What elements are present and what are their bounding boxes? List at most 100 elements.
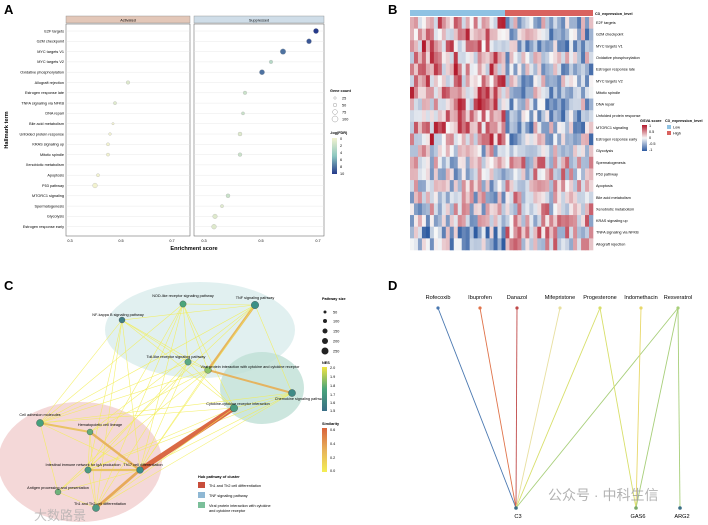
legend-gene-count-title: Gene count [330, 89, 352, 93]
heatmap-cell [517, 40, 522, 53]
legend-count-25: 25 [342, 97, 346, 101]
heatmap-cell [549, 203, 554, 216]
heatmap-cell [497, 86, 502, 99]
heatmap-cell [493, 75, 498, 88]
heatmap-cell [441, 86, 447, 99]
heatmap-cell [429, 133, 435, 146]
heatmap-cell [493, 215, 498, 227]
heatmap-cell [569, 238, 574, 251]
heatmap-cell [569, 156, 574, 169]
node-nf-kappa-b-signaling-pathway [118, 316, 126, 324]
facet-panel-suppressed [193, 23, 325, 237]
heatmap-cell [585, 133, 590, 146]
facet-strip-activated [65, 15, 191, 24]
heatmap-cell [557, 215, 562, 227]
heatmap-cell [481, 110, 486, 123]
heatmap-cell [533, 156, 538, 169]
heatmap-cell [497, 110, 502, 123]
legend-size-100: 100 [333, 320, 339, 324]
heatmap-cell [433, 238, 439, 251]
drug-target-edge-resveratrol-gas6 [635, 307, 679, 509]
heatmap-cell [533, 75, 538, 88]
heatmap-cell [537, 191, 542, 204]
heatmap-cell [573, 180, 578, 193]
heatmap-cell [521, 17, 526, 29]
drug-target-edge-rofecoxib-c3 [437, 307, 517, 509]
heatmap-cell [517, 121, 522, 134]
heatmap-cell [457, 238, 463, 251]
heatmap-cell [537, 226, 542, 239]
heatmap-cell [485, 180, 490, 193]
heatmap-cell [497, 215, 502, 227]
heatmap-cell [549, 110, 554, 123]
heatmap-cell [577, 51, 582, 64]
heatmap-cell [545, 75, 550, 88]
heatmap-cell [437, 98, 443, 111]
heatmap-cell [545, 17, 550, 29]
heatmap-cell [425, 121, 431, 134]
heatmap-cell [437, 75, 443, 88]
heatmap-cell [449, 98, 455, 111]
heatmap-cell [573, 110, 578, 123]
heatmap-cell [557, 203, 562, 216]
heatmap-cell [533, 121, 538, 134]
heatmap-cell [581, 86, 586, 99]
heatmap-cell [521, 86, 526, 99]
heatmap-cell [433, 51, 439, 64]
legend-size-dot-150 [322, 328, 328, 334]
heatmap-cell [589, 180, 594, 193]
heatmap-cell [525, 121, 530, 134]
heatmap-cell [449, 156, 455, 169]
heatmap-cell [469, 17, 474, 29]
legend-fdr-6: 6 [340, 158, 342, 162]
heatmap-cell [469, 191, 474, 204]
heatmap-cell [501, 51, 506, 64]
heatmap-cell [525, 86, 530, 99]
heatmap-cell [573, 156, 578, 169]
node-th17-cell-differentiation [136, 466, 144, 474]
heatmap-cell [529, 40, 534, 53]
heatmap-cell [529, 98, 534, 111]
heatmap-cell [441, 51, 447, 64]
heatmap-cell [485, 17, 490, 29]
heatmap-cell [465, 17, 470, 29]
heatmap-cell [589, 133, 594, 146]
heatmap-cell [553, 168, 558, 181]
heatmap-cell [581, 145, 586, 158]
heatmap-cell [505, 75, 510, 88]
dot-suppressed-estrogen-response-early [211, 224, 217, 230]
heatmap-cell [410, 51, 415, 64]
heatmap-cell [441, 156, 447, 169]
network-edge [87, 319, 123, 471]
heatmap-cell [433, 121, 439, 134]
heatmap-cell [533, 28, 538, 41]
heatmap-cell [509, 28, 514, 41]
heatmap-cell [573, 63, 578, 76]
heatmap-cell [497, 180, 502, 193]
heatmap-cell [533, 133, 538, 146]
heatmap-cell [445, 191, 451, 204]
heatmap-row-spermatogenesis: Spermatogenesis [596, 161, 626, 165]
heatmap-cell [565, 168, 570, 181]
heatmap-cell [417, 75, 423, 88]
heatmap-cell [457, 75, 463, 88]
heatmap-cell [410, 156, 415, 169]
heatmap-cell [481, 191, 486, 204]
heatmap-cell [429, 145, 435, 158]
heatmap-cell [513, 145, 518, 158]
heatmap-cell [425, 180, 431, 193]
heatmap-cell [553, 226, 558, 239]
heatmap-cell [485, 28, 490, 41]
heatmap-cell [577, 226, 582, 239]
heatmap-cell [485, 215, 490, 227]
heatmap-cell [549, 51, 554, 64]
legend-nes-18: 1.8 [330, 384, 335, 388]
heatmap-cell [473, 86, 478, 99]
heatmap-cell [437, 17, 443, 29]
heatmap-cell [461, 110, 466, 123]
heatmap-cell [577, 40, 582, 53]
heatmap-cell [461, 226, 466, 239]
network-edge [139, 303, 184, 471]
heatmap-cell [469, 51, 474, 64]
heatmap-cell [441, 203, 447, 216]
